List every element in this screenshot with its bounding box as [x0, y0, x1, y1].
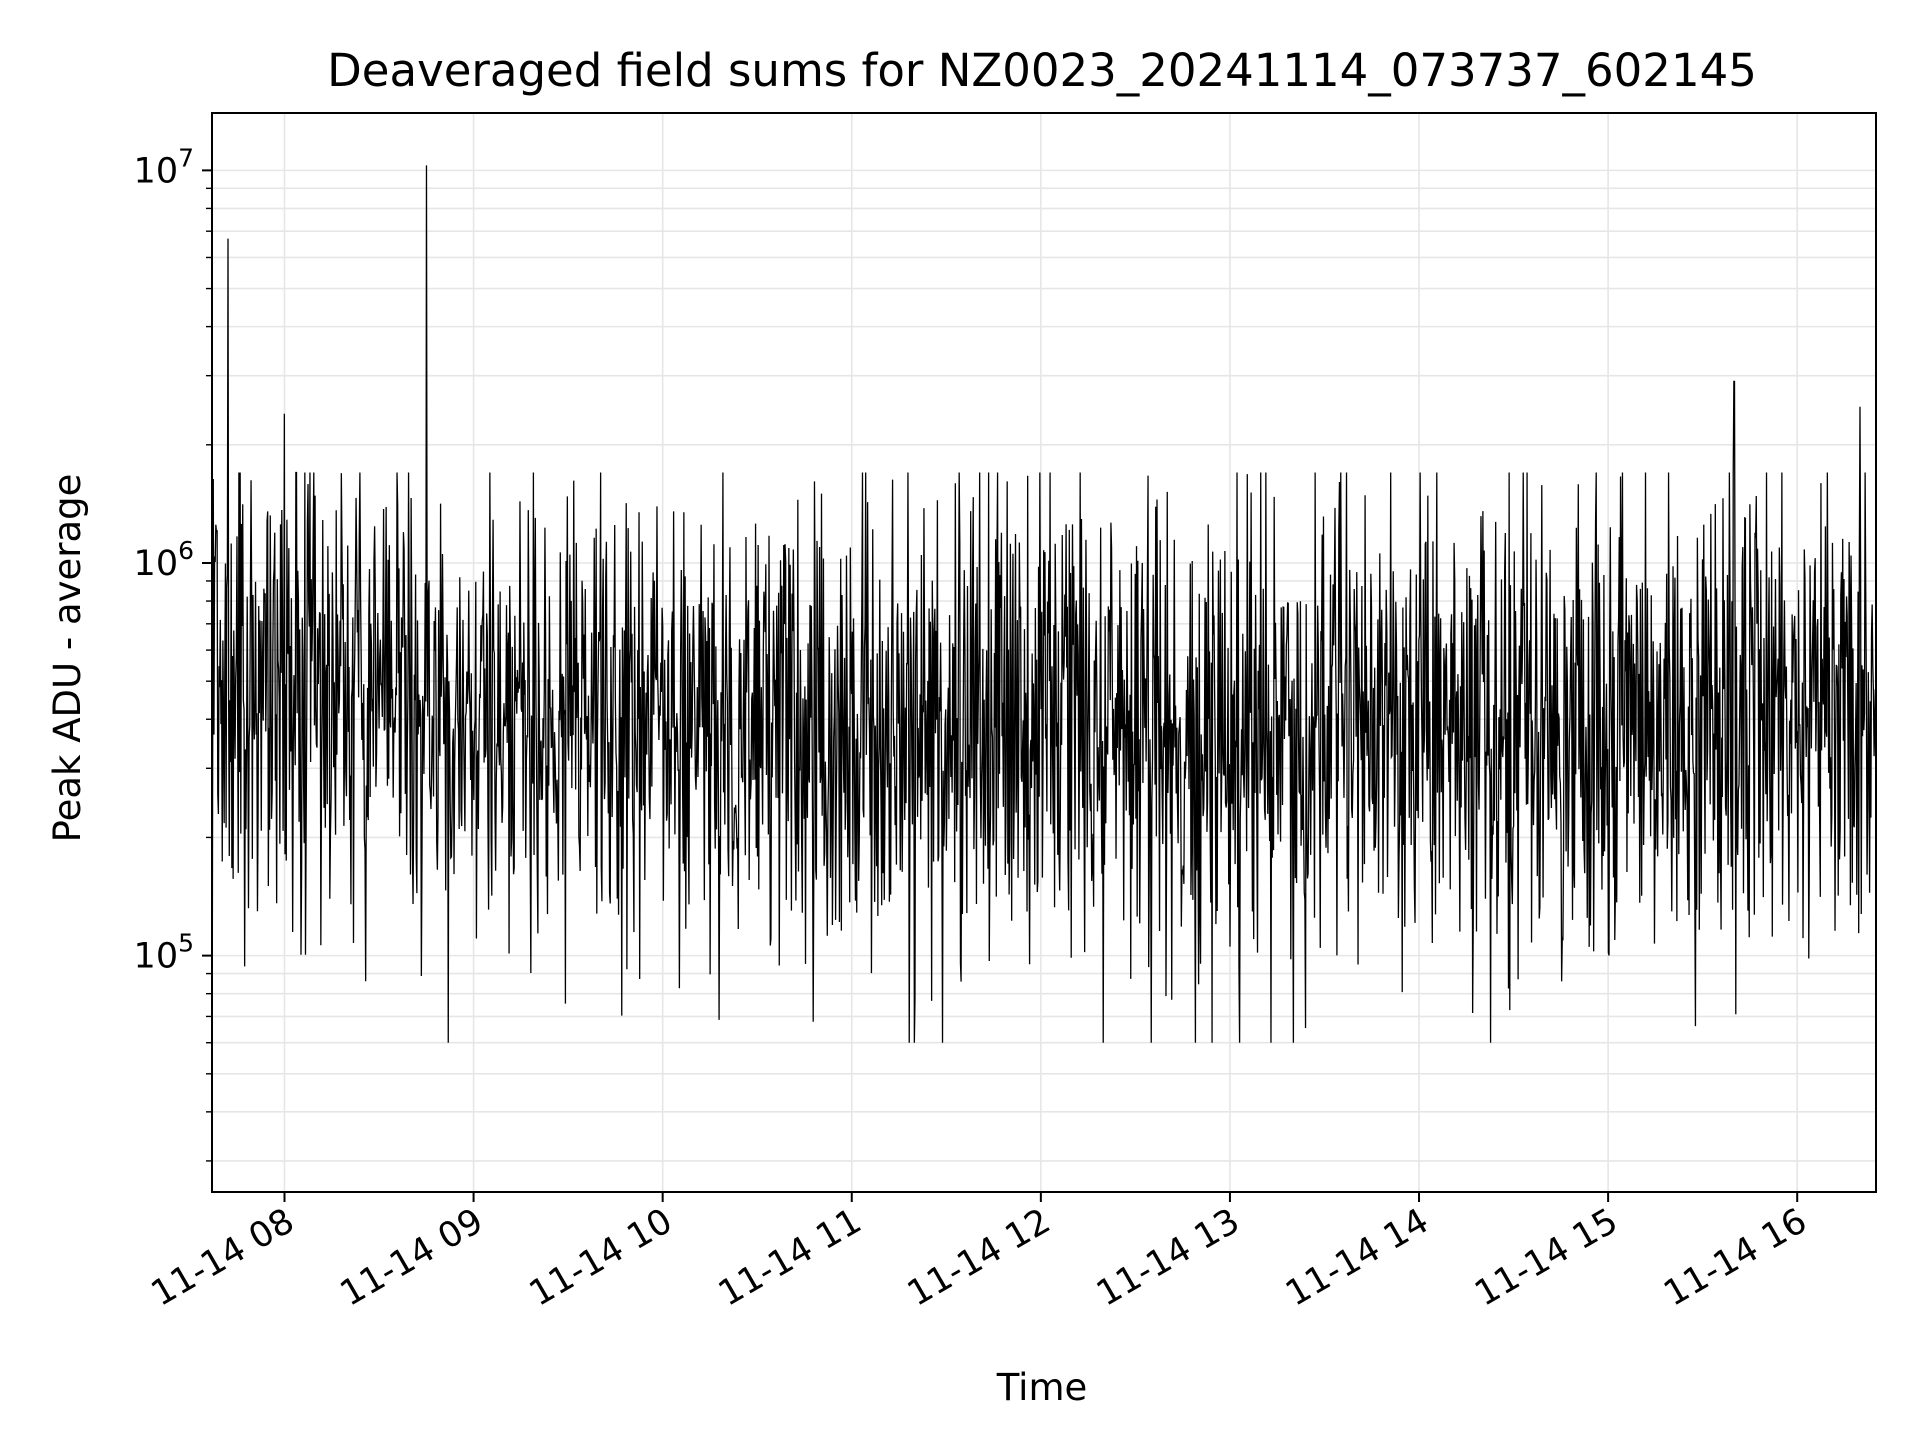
series-line	[211, 165, 1877, 1145]
plot-frame	[211, 112, 1877, 1193]
y-axis-label: Peak ADU - average	[46, 474, 89, 843]
data-series	[211, 165, 1877, 1145]
chart-title: Deaveraged field sums for NZ0023_2024111…	[327, 44, 1757, 97]
x-axis-label: Time	[996, 1366, 1088, 1409]
y-tick-label: 105	[134, 929, 194, 977]
